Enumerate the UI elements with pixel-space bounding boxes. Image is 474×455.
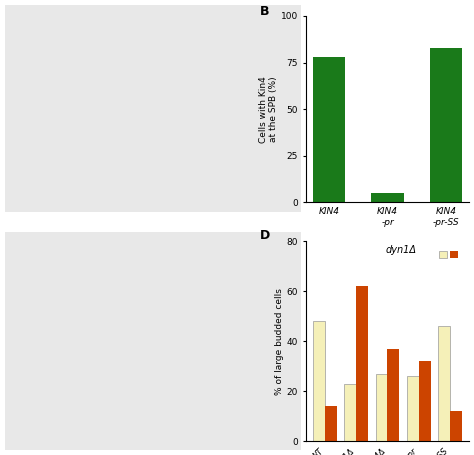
Bar [419,361,430,441]
Text: B: B [260,5,269,18]
Y-axis label: Cells with Kin4
at the SPB (%): Cells with Kin4 at the SPB (%) [259,76,278,142]
Bar [375,374,387,441]
Bar [313,57,345,202]
Bar [450,411,462,441]
Bar [345,384,356,441]
Bar [325,406,337,441]
Legend: , : , [436,248,462,263]
Bar [438,326,450,441]
Bar [430,48,462,202]
Text: D: D [260,229,270,242]
Bar [387,349,400,441]
Bar [407,376,419,441]
Bar [313,321,325,441]
Text: dyn1Δ: dyn1Δ [385,245,416,255]
Bar [356,286,368,441]
Y-axis label: % of large budded cells: % of large budded cells [275,288,284,394]
Bar [372,193,403,202]
